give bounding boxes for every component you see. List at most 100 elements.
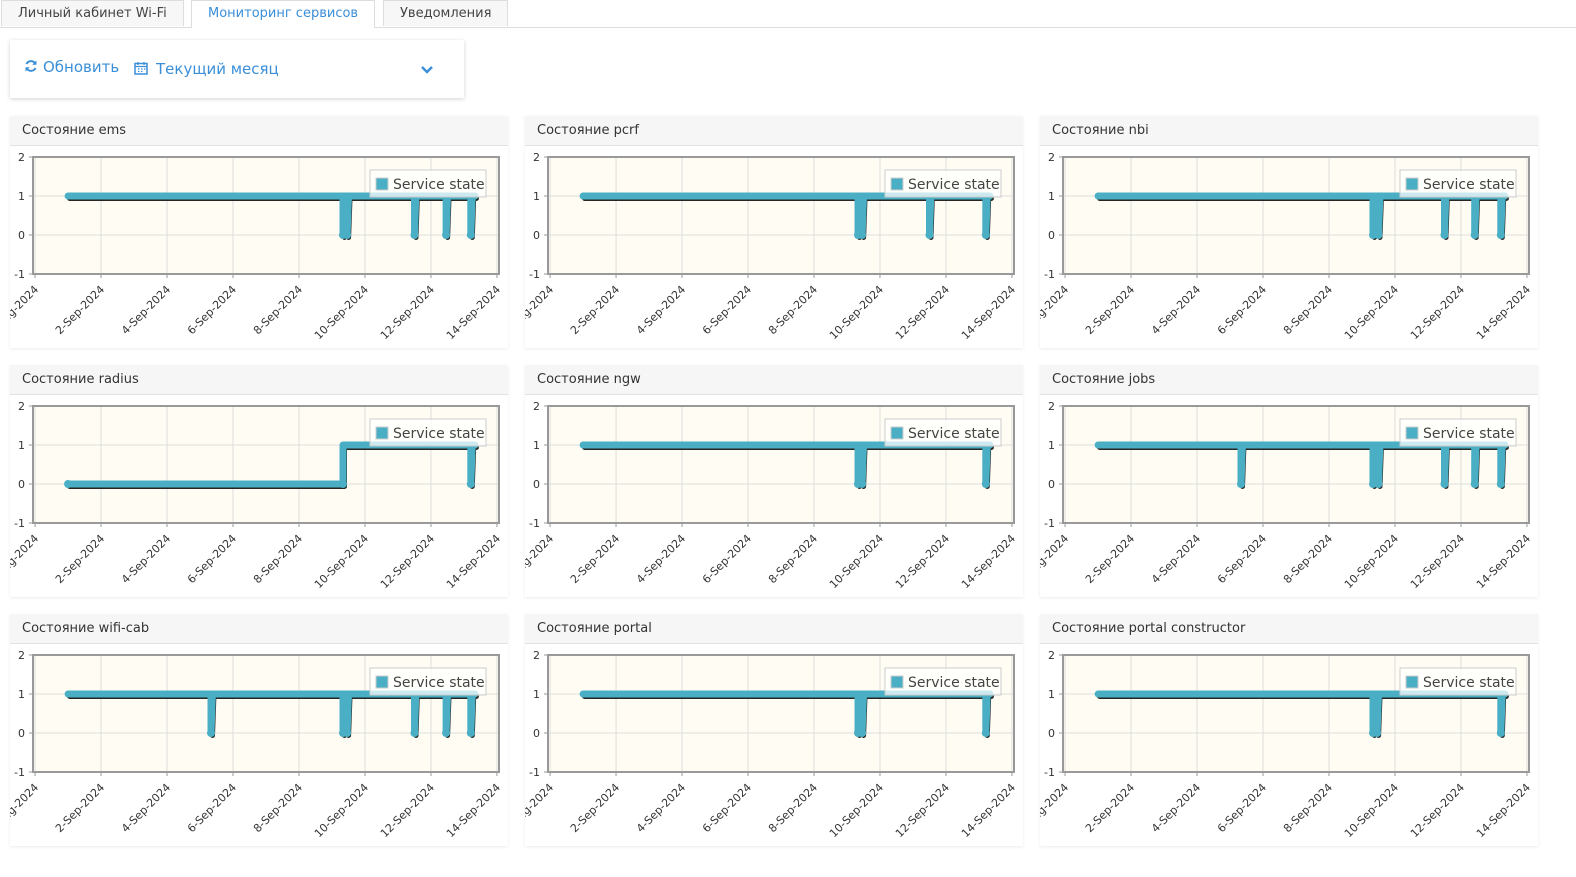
chart: -1 0 1 2 31-Aug-2024 2-Sep-2024 4-Sep-2024 6-Se… [10, 151, 503, 343]
x-tick-label: 4-Sep-2024 [1149, 781, 1203, 835]
x-tick-label: 8-Sep-2024 [1281, 781, 1335, 835]
y-tick-label: 0 [1048, 478, 1055, 491]
point [981, 480, 990, 488]
legend: Service state [884, 418, 1002, 447]
legend: Service state [884, 667, 1002, 696]
tab[interactable]: Уведомления [383, 0, 509, 26]
legend-swatch [375, 177, 389, 191]
x-tick-label: 31-Aug-2024 [10, 532, 41, 592]
tab[interactable]: Мониторинг сервисов [191, 0, 376, 28]
x-tick-label: 8-Sep-2024 [251, 532, 305, 586]
y-tick-label: 1 [1048, 439, 1055, 452]
x-tick-label: 4-Sep-2024 [634, 781, 688, 835]
y-tick-label: 1 [18, 190, 25, 203]
legend-swatch [890, 426, 904, 440]
x-tick-label: 10-Sep-2024 [827, 532, 886, 591]
x-tick-label: 10-Sep-2024 [827, 283, 886, 342]
x-tick-label: 31-Aug-2024 [1040, 781, 1071, 841]
point [1470, 231, 1479, 239]
y-tick-label: 2 [533, 649, 540, 662]
chart-panel: Состояние radius -1 0 1 2 31-Aug-2024 2-Sep-20… [10, 365, 508, 597]
x-tick-label: 10-Sep-2024 [312, 781, 371, 840]
x-tick-label: 6-Sep-2024 [1215, 283, 1269, 337]
point [442, 729, 451, 737]
x-tick-label: 6-Sep-2024 [700, 283, 754, 337]
y-tick-label: -1 [14, 517, 25, 530]
x-tick-label: 2-Sep-2024 [1083, 532, 1137, 586]
calendar-icon [134, 62, 148, 75]
plot-border [547, 156, 1015, 275]
x-tick-label: 10-Sep-2024 [1342, 781, 1401, 840]
plot-border [1062, 654, 1530, 773]
legend-swatch [1405, 177, 1419, 191]
legend-label: Service state [908, 675, 1000, 691]
y-tick-label: 2 [1048, 649, 1055, 662]
legend-box [369, 418, 487, 447]
x-tick-label: 10-Sep-2024 [827, 781, 886, 840]
x-tick-label: 4-Sep-2024 [119, 781, 173, 835]
point [981, 729, 990, 737]
x-tick-label: 8-Sep-2024 [1281, 532, 1335, 586]
refresh-label: Обновить [43, 58, 120, 76]
point [858, 729, 867, 737]
point [410, 729, 419, 737]
x-tick-label: 31-Aug-2024 [10, 283, 41, 343]
legend-box [1399, 169, 1517, 198]
point [1373, 729, 1382, 737]
x-tick-label: 8-Sep-2024 [251, 781, 305, 835]
x-tick-label: 14-Sep-2024 [959, 532, 1018, 591]
refresh-button[interactable]: Обновить [24, 58, 119, 76]
point [1368, 231, 1377, 239]
plot-border [547, 654, 1015, 773]
x-tick-label: 12-Sep-2024 [1408, 283, 1467, 342]
x-tick-label: 10-Sep-2024 [312, 283, 371, 342]
point [1368, 480, 1377, 488]
chart: -1 0 1 2 31-Aug-2024 2-Sep-2024 4-Sep-2024 6-Se… [1040, 649, 1533, 841]
legend-label: Service state [393, 426, 485, 442]
chart-panel: Состояние ems -1 0 1 2 31-Aug-2024 2-Sep-2024 4… [10, 116, 508, 348]
legend-label: Service state [1423, 177, 1515, 193]
period-select[interactable]: Текущий месяц [130, 51, 442, 87]
chart-panel: Состояние nbi -1 0 1 2 31-Aug-2024 2-Sep-2024 4… [1040, 116, 1538, 348]
y-tick-label: 1 [1048, 688, 1055, 701]
chart-title: Состояние radius [10, 365, 508, 395]
y-tick-label: 0 [18, 727, 25, 740]
x-tick-label: 31-Aug-2024 [525, 283, 556, 343]
refresh-icon [25, 60, 37, 72]
y-tick-label: 0 [1048, 727, 1055, 740]
chart-title: Состояние pcrf [525, 116, 1023, 146]
point [1237, 480, 1246, 488]
x-tick-label: 31-Aug-2024 [525, 781, 556, 841]
chart: -1 0 1 2 31-Aug-2024 2-Sep-2024 4-Sep-2024 6-Se… [1040, 151, 1533, 342]
y-tick-label: 0 [533, 478, 540, 491]
x-tick-label: 6-Sep-2024 [700, 532, 754, 586]
y-tick-label: 0 [533, 229, 540, 242]
x-tick-label: 12-Sep-2024 [893, 283, 952, 342]
legend-label: Service state [908, 426, 1000, 442]
x-tick-label: 14-Sep-2024 [959, 283, 1018, 342]
point [1496, 480, 1505, 488]
x-tick-label: 14-Sep-2024 [444, 283, 503, 342]
x-tick-label: 31-Aug-2024 [1040, 532, 1071, 592]
chart-panel: Состояние wifi-cab -1 0 1 2 31-Aug-2024 2-Sep-… [10, 614, 508, 846]
legend-label: Service state [1423, 426, 1515, 442]
x-tick-label: 12-Sep-2024 [378, 283, 437, 342]
y-tick-label: 2 [18, 400, 25, 413]
x-tick-label: 4-Sep-2024 [1149, 283, 1203, 337]
legend: Service state [369, 667, 487, 696]
toolbar: Обновить Текущий месяц [10, 40, 464, 98]
chart: -1 0 1 2 31-Aug-2024 2-Sep-2024 4-Sep-2024 6-Se… [525, 649, 1018, 841]
x-tick-label: 2-Sep-2024 [1083, 781, 1137, 835]
chart: -1 0 1 2 31-Aug-2024 2-Sep-2024 4-Sep-2024 6-Se… [1040, 400, 1533, 592]
point [1374, 231, 1383, 239]
x-tick-label: 12-Sep-2024 [378, 781, 437, 840]
x-tick-label: 2-Sep-2024 [568, 283, 622, 337]
point [410, 231, 419, 239]
point [338, 480, 347, 488]
y-tick-label: 2 [1048, 151, 1055, 164]
tab[interactable]: Личный кабинет Wi-Fi [1, 0, 184, 26]
point [981, 231, 990, 239]
x-tick-label: 6-Sep-2024 [185, 532, 239, 586]
y-tick-label: 1 [18, 439, 25, 452]
